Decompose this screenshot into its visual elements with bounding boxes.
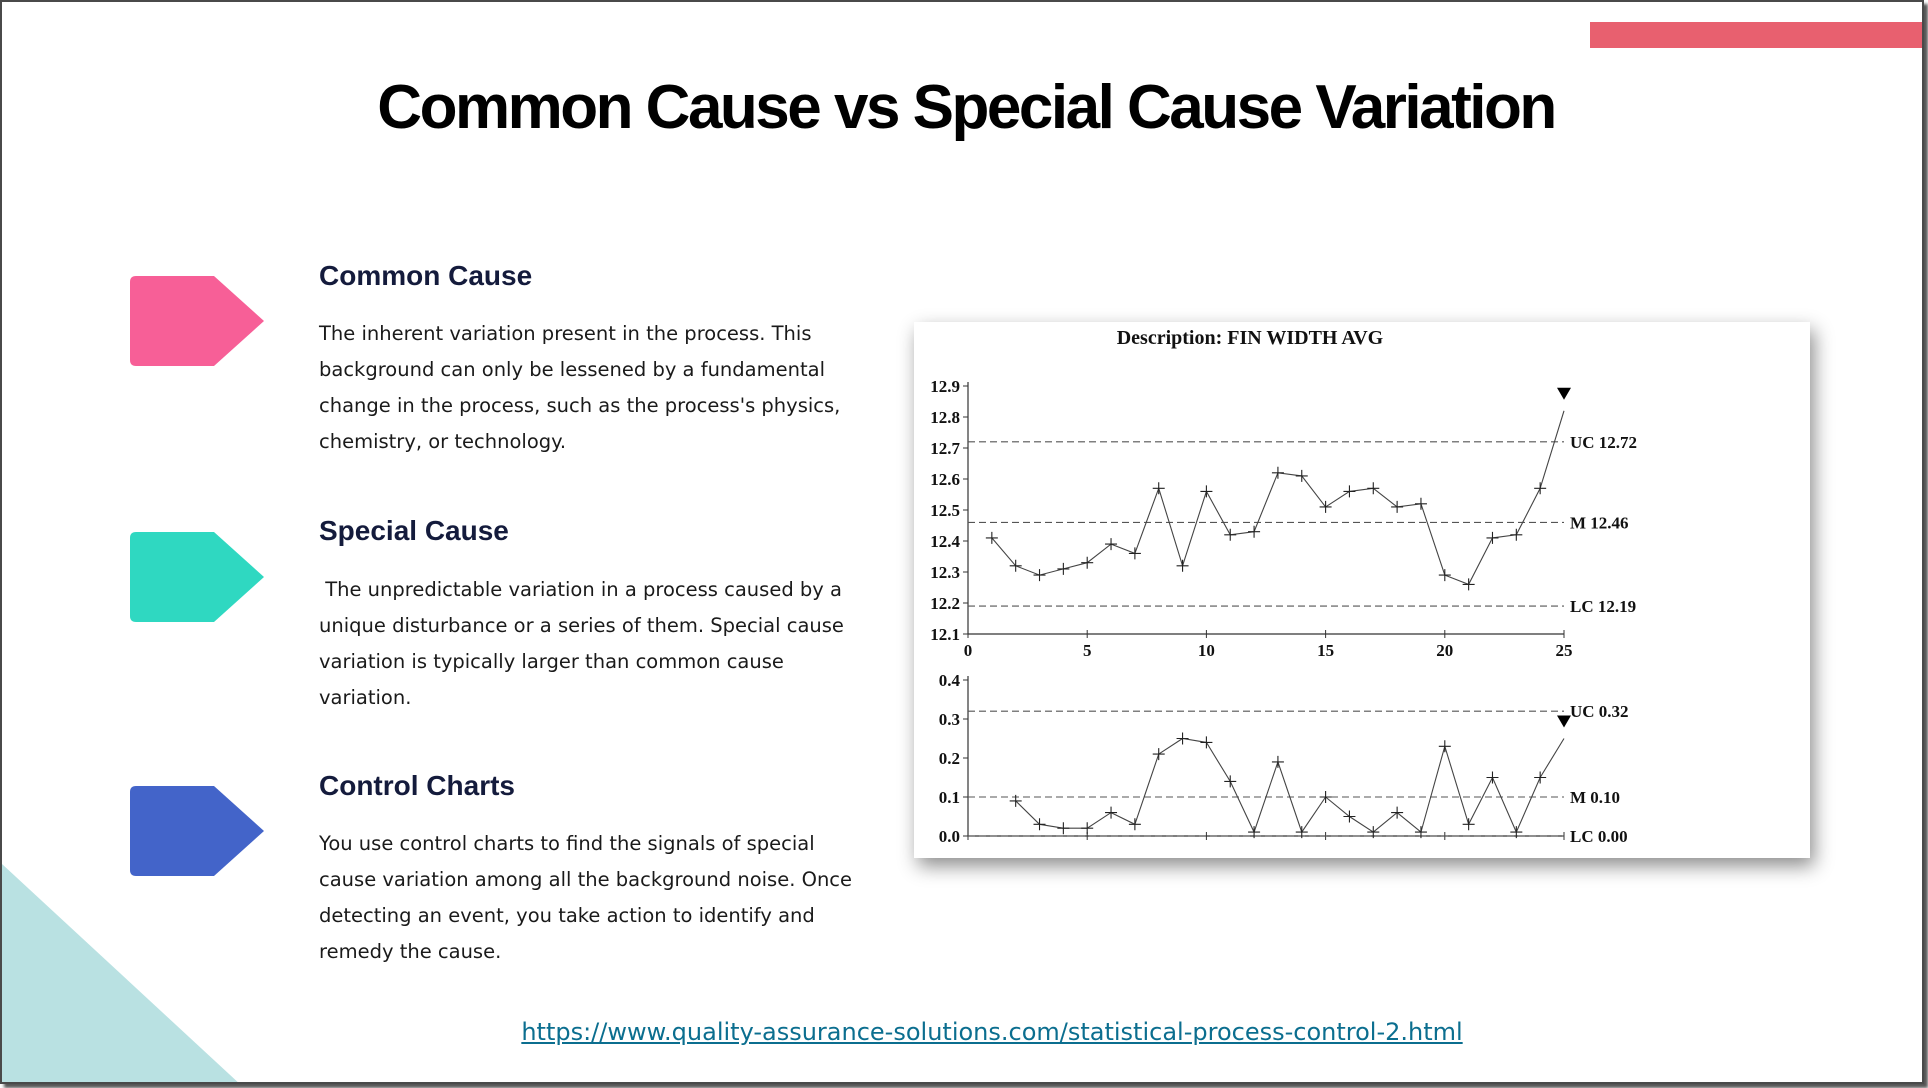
x-tick-label: 0 xyxy=(964,641,973,660)
common-cause-heading: Common Cause xyxy=(319,260,533,291)
data-point xyxy=(1295,826,1308,839)
control-limit-label: M 0.10 xyxy=(1570,788,1620,807)
data-point xyxy=(1081,822,1094,835)
series-line-1 xyxy=(991,410,1565,586)
data-point xyxy=(1105,806,1118,819)
data-point xyxy=(1271,755,1284,768)
data-point xyxy=(1414,497,1427,510)
source-link[interactable]: https://www.quality-assurance-solutions.… xyxy=(521,1018,1463,1046)
slide-title: Common Cause vs Special Cause Variation xyxy=(377,73,1557,142)
data-point xyxy=(1438,740,1451,753)
data-point xyxy=(1176,559,1189,572)
control-limit-label: UC 12.72 xyxy=(1570,433,1637,452)
common-cause-tag-icon xyxy=(130,276,264,366)
control-limit-label: LC 0.00 xyxy=(1570,827,1628,846)
x-tick-label: 25 xyxy=(1556,641,1573,660)
special-cause-tag-icon xyxy=(130,532,264,622)
data-point xyxy=(1534,482,1547,495)
y-tick-label: 12.6 xyxy=(930,470,960,489)
x-tick-label: 10 xyxy=(1198,641,1215,660)
data-point xyxy=(1391,500,1404,513)
data-point xyxy=(1248,826,1261,839)
data-point xyxy=(1009,559,1022,572)
data-point xyxy=(1414,826,1427,839)
data-point xyxy=(1510,826,1523,839)
data-point xyxy=(1367,826,1380,839)
data-point xyxy=(985,531,998,544)
y-tick-label: 12.4 xyxy=(930,532,960,551)
x-tick-label: 5 xyxy=(1083,641,1092,660)
x-tick-label: 15 xyxy=(1317,641,1334,660)
data-point xyxy=(1462,578,1475,591)
common-cause-text: The inherent variation present in the pr… xyxy=(319,322,841,453)
data-point xyxy=(1248,525,1261,538)
data-point xyxy=(1391,806,1404,819)
data-point xyxy=(1534,771,1547,784)
data-point xyxy=(1200,736,1213,749)
x-tick-label: 20 xyxy=(1436,641,1453,660)
y-tick-label: 12.5 xyxy=(930,501,960,520)
y-tick-label: 12.3 xyxy=(930,563,960,582)
data-point xyxy=(1271,466,1284,479)
chart-title: Description: FIN WIDTH AVG xyxy=(1117,327,1384,349)
data-point xyxy=(1295,469,1308,482)
y-tick-label: 0.0 xyxy=(939,827,960,846)
data-point xyxy=(1462,818,1475,831)
control-limit-label: M 12.46 xyxy=(1570,513,1629,532)
data-point xyxy=(1486,771,1499,784)
y-tick-label: 0.3 xyxy=(939,710,960,729)
control-limit-label: UC 0.32 xyxy=(1570,702,1629,721)
data-point xyxy=(1343,810,1356,823)
data-point xyxy=(1057,562,1070,575)
accent-bar xyxy=(1590,22,1922,48)
data-point xyxy=(1200,485,1213,498)
data-point xyxy=(1224,775,1237,788)
special-cause-heading: Special Cause xyxy=(319,515,509,546)
data-point xyxy=(1319,791,1332,803)
control-charts-tag-icon xyxy=(130,786,264,876)
y-tick-label: 0.4 xyxy=(939,671,961,690)
y-tick-label: 0.1 xyxy=(939,788,960,807)
y-tick-label: 12.8 xyxy=(930,408,960,427)
data-point xyxy=(1438,569,1451,582)
control-charts-heading: Control Charts xyxy=(319,770,515,801)
series-line-2 xyxy=(1015,737,1565,834)
y-tick-label: 12.1 xyxy=(930,625,960,644)
data-point xyxy=(1152,482,1165,495)
data-point xyxy=(1033,569,1046,582)
y-tick-label: 0.2 xyxy=(939,749,960,768)
y-tick-label: 12.7 xyxy=(930,439,960,458)
y-tick-label: 12.9 xyxy=(930,377,960,396)
data-point xyxy=(1152,748,1165,761)
data-point xyxy=(1367,482,1380,495)
data-point xyxy=(1128,547,1141,560)
data-point xyxy=(1105,538,1118,551)
data-point xyxy=(1057,822,1070,835)
special-cause-text: The unpredictable variation in a process… xyxy=(319,578,844,709)
data-point xyxy=(1009,794,1022,807)
control-chart-svg: Description: FIN WIDTH AVG 12.1 12.2 12.3 12… xyxy=(930,327,1637,846)
y-tick-label: 12.2 xyxy=(930,594,960,613)
data-point xyxy=(1319,500,1332,513)
data-point xyxy=(1033,818,1046,831)
control-chart-image: Description: FIN WIDTH AVG 12.1 12.2 12.3 12… xyxy=(914,322,1810,858)
data-point xyxy=(1343,485,1356,498)
data-point xyxy=(1176,732,1189,745)
data-point xyxy=(1510,528,1523,541)
out-of-control-signal-marker xyxy=(1557,387,1571,400)
control-charts-text: You use control charts to find the signa… xyxy=(319,832,853,963)
data-point xyxy=(1128,818,1141,831)
data-point xyxy=(1486,531,1499,544)
control-limit-label: LC 12.19 xyxy=(1570,597,1636,616)
corner-triangle-decoration xyxy=(2,864,242,1082)
out-of-control-signal-marker xyxy=(1557,715,1571,728)
data-point xyxy=(1224,528,1237,541)
data-point xyxy=(1081,556,1094,569)
